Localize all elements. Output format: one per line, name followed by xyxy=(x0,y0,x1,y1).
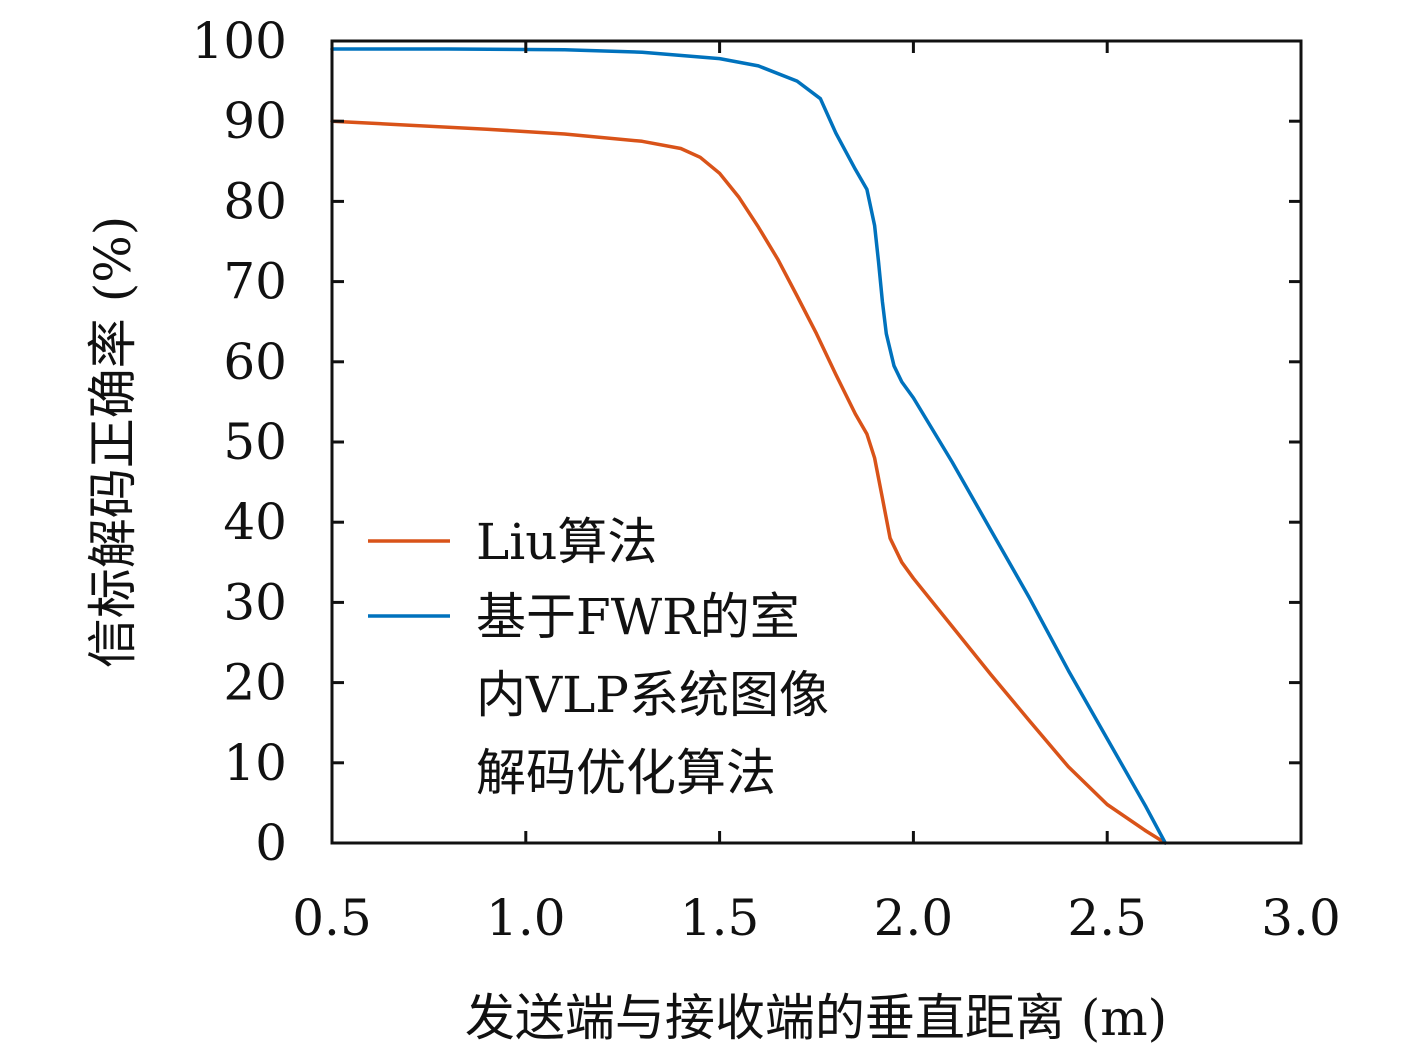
y-tick-label: 30 xyxy=(223,573,287,631)
y-tick-label: 60 xyxy=(223,333,287,391)
legend-label-2-line: 内VLP系统图像 xyxy=(476,666,829,724)
y-tick-label: 0 xyxy=(255,814,287,872)
y-tick-label: 10 xyxy=(223,734,287,792)
legend-label-2-line: 解码优化算法 xyxy=(476,744,776,802)
y-tick-label: 80 xyxy=(223,172,287,230)
x-tick-label: 2.0 xyxy=(874,889,954,947)
y-tick-label: 40 xyxy=(223,493,287,551)
axes: 0.5 1.0 1.5 2.0 2.5 3.0 0 10 20 30 40 50 60 70 80 90 100 xyxy=(192,12,1341,947)
y-tick-label: 70 xyxy=(223,253,287,311)
legend-label-2-line: 基于FWR的室 xyxy=(476,588,800,646)
y-tick-label: 20 xyxy=(223,654,287,712)
x-tick-label: 0.5 xyxy=(292,889,372,947)
y-tick-label: 50 xyxy=(223,413,287,471)
x-tick-label: 1.0 xyxy=(486,889,566,947)
x-tick-label: 2.5 xyxy=(1067,889,1147,947)
series-line-2 xyxy=(330,47,1168,845)
x-axis-title: 发送端与接收端的垂直距离 (m) xyxy=(465,989,1167,1047)
plot-area xyxy=(330,47,1168,845)
series-line-1 xyxy=(330,119,1168,845)
x-tick-label: 1.5 xyxy=(680,889,760,947)
y-tick-label: 90 xyxy=(223,92,287,150)
y-tick-label: 100 xyxy=(192,12,287,70)
legend-label-1: Liu算法 xyxy=(476,513,657,571)
y-axis-title: 信标解码正确率 (%) xyxy=(84,216,142,668)
x-tick-label: 3.0 xyxy=(1261,889,1341,947)
